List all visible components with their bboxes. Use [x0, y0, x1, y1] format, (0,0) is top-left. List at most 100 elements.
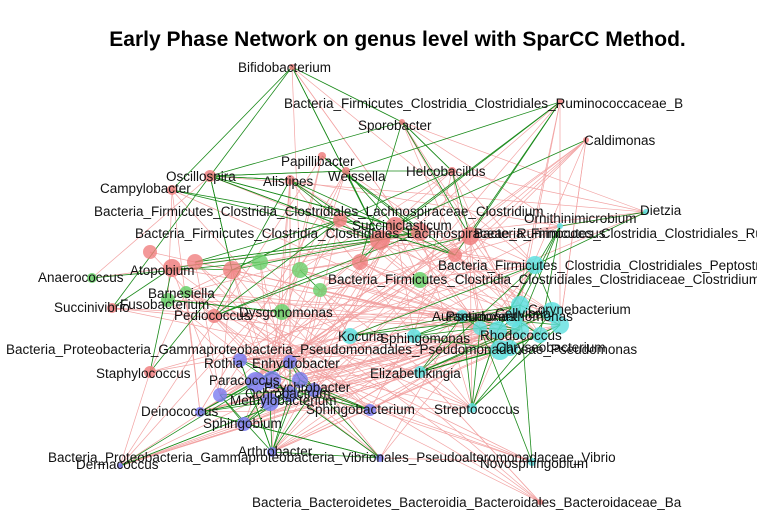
network-edge — [281, 311, 541, 503]
network-node — [342, 328, 358, 344]
network-node — [528, 458, 536, 466]
network-node — [267, 447, 277, 457]
node-label: Helcobacillus — [406, 164, 486, 179]
node-label: Anaerococcus — [38, 270, 124, 285]
network-node — [342, 167, 350, 175]
network-edge — [271, 451, 381, 459]
node-label: Chryseobacterium — [496, 340, 606, 355]
network-edge — [119, 324, 561, 467]
node-label: Rothia — [204, 356, 244, 371]
node-label: Sphingobacterium — [306, 402, 415, 417]
network-edge — [209, 170, 347, 177]
network-edge — [379, 101, 561, 241]
node-label: Rhodococcus — [480, 328, 562, 343]
node-label: Pseudoxanthomonas — [446, 309, 573, 324]
network-edge — [369, 329, 499, 411]
network-edge — [413, 304, 521, 337]
network-node — [511, 296, 529, 314]
network-edge — [345, 101, 561, 172]
node-label: Aurantimonas — [432, 309, 516, 324]
network-edge — [454, 225, 561, 256]
network-edge — [313, 371, 421, 391]
network-edge — [213, 179, 291, 317]
network-edge — [185, 291, 533, 463]
node-label: Atopobium — [130, 263, 195, 278]
network-edge — [171, 267, 221, 396]
network-edge — [419, 139, 587, 281]
network-node — [307, 383, 321, 397]
network-node — [557, 223, 563, 229]
network-edge — [243, 239, 381, 425]
network-edge — [171, 189, 481, 329]
network-node — [283, 355, 297, 369]
node-label: Sphingomonas — [380, 331, 470, 346]
network-node — [143, 245, 157, 259]
network-edge — [194, 261, 371, 411]
network-edge — [259, 225, 561, 263]
network-node — [195, 407, 205, 417]
node-label: Elizabethkingia — [370, 366, 461, 381]
network-node — [467, 403, 477, 413]
node-label: Novosphingobium — [480, 456, 588, 471]
network-node — [180, 286, 192, 298]
network-edge — [359, 235, 471, 263]
node-label: Dysgonomonas — [239, 305, 333, 320]
node-label: Deinococcus — [141, 404, 219, 419]
node-label: Sphingobium — [203, 416, 282, 431]
network-node — [537, 499, 543, 505]
network-node — [237, 417, 251, 431]
network-node — [643, 209, 649, 215]
network-edge — [471, 139, 587, 409]
network-edge — [171, 239, 381, 269]
network-node — [490, 340, 510, 360]
network-edge — [255, 139, 587, 383]
network-edge — [171, 189, 341, 221]
network-edge — [319, 289, 473, 409]
network-edge — [319, 254, 456, 291]
network-edge — [271, 324, 561, 381]
node-label: Fusobacterium — [120, 297, 209, 312]
network-edge — [419, 264, 536, 373]
network-edge — [149, 269, 233, 373]
network-edge — [401, 121, 561, 227]
network-edge — [451, 170, 471, 237]
network-edge — [291, 66, 381, 241]
node-label: Pediococcus — [174, 308, 251, 323]
figure-title: Early Phase Network on genus level with … — [109, 28, 686, 51]
network-node — [274, 304, 290, 320]
node-label: Bacteria_Firmicutes_Clostridia_Clostridi… — [438, 258, 757, 273]
network-edge — [559, 211, 647, 227]
network-node — [473, 321, 487, 335]
network-node — [414, 366, 426, 378]
network-node — [557, 99, 563, 105]
network-node — [163, 259, 181, 277]
network-edge — [185, 291, 541, 503]
network-edge — [239, 329, 521, 361]
network-edge — [209, 121, 403, 177]
network-edge — [219, 269, 233, 396]
network-node — [583, 137, 589, 143]
network-edge — [469, 235, 521, 306]
node-label: Bacteria_Proteobacteria_Gammaproteobacte… — [48, 450, 616, 465]
network-node — [292, 262, 308, 278]
network-edge — [291, 66, 481, 329]
network-edge — [299, 170, 347, 271]
node-label: Staphylococcus — [96, 366, 191, 381]
network-node — [285, 175, 295, 185]
network-edge — [199, 407, 473, 413]
node-label: Alistipes — [263, 174, 314, 189]
network-edge — [454, 254, 536, 266]
node-label: Bacteria_Firmicutes_Clostridia_Clostridi… — [328, 272, 757, 287]
network-node — [292, 372, 308, 388]
network-node — [376, 454, 384, 462]
network-edge — [213, 219, 341, 317]
network-edge — [289, 315, 463, 363]
network-edge — [479, 327, 533, 463]
network-edge — [199, 170, 347, 413]
network-edge — [281, 155, 323, 313]
network-edge — [413, 327, 481, 337]
network-edge — [289, 179, 341, 221]
network-edge — [419, 279, 553, 313]
network-node — [313, 283, 327, 297]
network-node — [107, 303, 117, 313]
